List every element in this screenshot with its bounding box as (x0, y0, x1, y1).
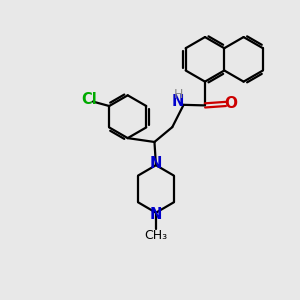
Text: Cl: Cl (81, 92, 97, 107)
Text: H: H (173, 88, 183, 101)
Text: CH₃: CH₃ (144, 229, 167, 242)
Text: N: N (172, 94, 184, 109)
Text: N: N (150, 207, 162, 222)
Text: O: O (224, 96, 237, 111)
Text: N: N (150, 156, 162, 171)
